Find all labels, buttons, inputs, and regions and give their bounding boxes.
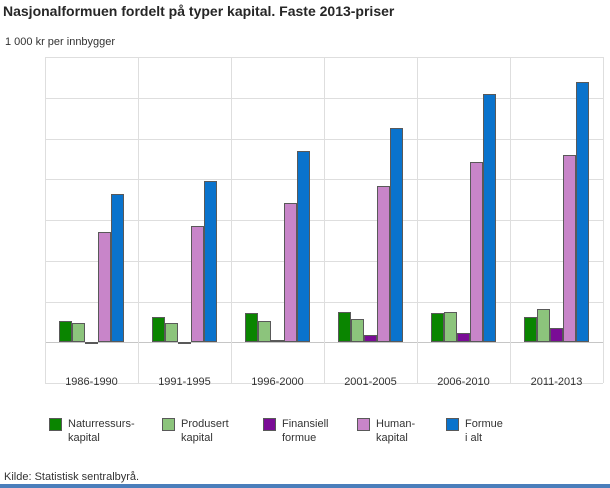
bar-naturressurskapital	[431, 313, 444, 343]
x-axis-label: 2011-2013	[530, 376, 583, 388]
legend-swatch	[357, 418, 370, 431]
legend: Naturressurs- kapital Produsert kapital Fi…	[0, 417, 610, 457]
bar-produsert-kapital	[258, 320, 271, 343]
legend-item-finansiell-formue[interactable]: Finansiell formue	[263, 417, 328, 445]
bar-produsert-kapital	[72, 322, 85, 343]
bar-humankapital	[191, 226, 204, 343]
legend-swatch	[446, 418, 459, 431]
bar-finansiell-formue	[457, 333, 470, 343]
legend-item-formue-i-alt[interactable]: Formue i alt	[446, 417, 503, 445]
x-axis-label: 1996-2000	[251, 376, 304, 388]
bar-produsert-kapital	[444, 311, 457, 343]
bar-formue-i-alt	[483, 93, 496, 343]
plot-area	[45, 57, 604, 384]
bar-produsert-kapital	[165, 322, 178, 343]
bar-finansiell-formue	[178, 342, 191, 345]
gridline	[231, 57, 232, 383]
bar-finansiell-formue	[550, 328, 563, 343]
bar-produsert-kapital	[351, 318, 364, 343]
legend-label: Naturressurs- kapital	[68, 418, 135, 444]
x-axis-label: 2001-2005	[344, 376, 397, 388]
bar-formue-i-alt	[390, 128, 403, 343]
bar-humankapital	[98, 232, 111, 343]
bar-naturressurskapital	[245, 312, 258, 343]
gridline	[510, 57, 511, 383]
legend-label: Finansiell formue	[282, 418, 329, 444]
x-axis-label: 2006-2010	[437, 376, 490, 388]
bar-humankapital	[563, 154, 576, 343]
legend-label: Formue i alt	[465, 418, 503, 444]
legend-swatch	[162, 418, 175, 431]
gridline	[417, 57, 418, 383]
x-axis-label: 1986-1990	[65, 376, 118, 388]
bar-humankapital	[284, 202, 297, 343]
gridline	[138, 57, 139, 383]
gridline	[603, 57, 604, 383]
y-axis-units-label: 1 000 kr per innbygger	[5, 36, 116, 48]
bar-formue-i-alt	[576, 82, 589, 343]
bar-formue-i-alt	[111, 193, 124, 343]
chart-title: Nasjonalformuen fordelt på typer kapital…	[3, 3, 395, 19]
legend-swatch	[263, 418, 276, 431]
bar-formue-i-alt	[204, 181, 217, 343]
bottom-accent-bar	[0, 484, 610, 488]
legend-item-produsert-kapital[interactable]: Produsert kapital	[162, 417, 229, 445]
bar-produsert-kapital	[537, 308, 550, 343]
bar-finansiell-formue	[271, 340, 284, 343]
legend-label: Human- kapital	[376, 418, 416, 444]
gridline	[324, 57, 325, 383]
bar-naturressurskapital	[524, 316, 537, 343]
x-axis-label: 1991-1995	[158, 376, 211, 388]
bar-naturressurskapital	[152, 316, 165, 343]
legend-swatch	[49, 418, 62, 431]
legend-label: Produsert kapital	[181, 418, 229, 444]
bar-finansiell-formue	[85, 342, 98, 345]
source-note: Kilde: Statistisk sentralbyrå.	[4, 471, 140, 483]
bar-finansiell-formue	[364, 335, 377, 343]
bar-formue-i-alt	[297, 150, 310, 343]
gridline	[45, 383, 603, 384]
bar-naturressurskapital	[59, 320, 72, 343]
legend-item-naturressurskapital[interactable]: Naturressurs- kapital	[49, 417, 135, 445]
legend-item-humankapital[interactable]: Human- kapital	[357, 417, 415, 445]
bar-humankapital	[470, 161, 483, 343]
gridline	[45, 57, 46, 383]
bar-humankapital	[377, 186, 390, 343]
bar-naturressurskapital	[338, 312, 351, 343]
